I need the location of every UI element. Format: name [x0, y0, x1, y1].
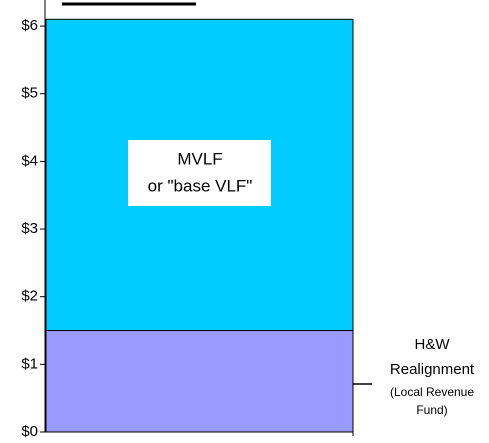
y-tick-label: $0	[21, 423, 38, 440]
annotation: (Local Revenue	[390, 385, 474, 399]
segment-label: or "base VLF"	[148, 176, 253, 195]
y-tick-label: $3	[21, 220, 38, 237]
y-tick-label: $4	[21, 152, 38, 169]
annotation: Realignment	[390, 361, 475, 378]
y-tick-label: $5	[21, 85, 38, 102]
label-box	[128, 140, 271, 206]
annotation: Fund)	[416, 403, 447, 417]
y-tick-label: $2	[21, 288, 38, 305]
bar-segment	[45, 330, 354, 433]
annotation: H&W	[415, 336, 451, 353]
y-tick-label: $1	[21, 355, 38, 372]
segment-label: MVLF	[177, 149, 222, 168]
y-tick-label: $6	[21, 17, 38, 34]
